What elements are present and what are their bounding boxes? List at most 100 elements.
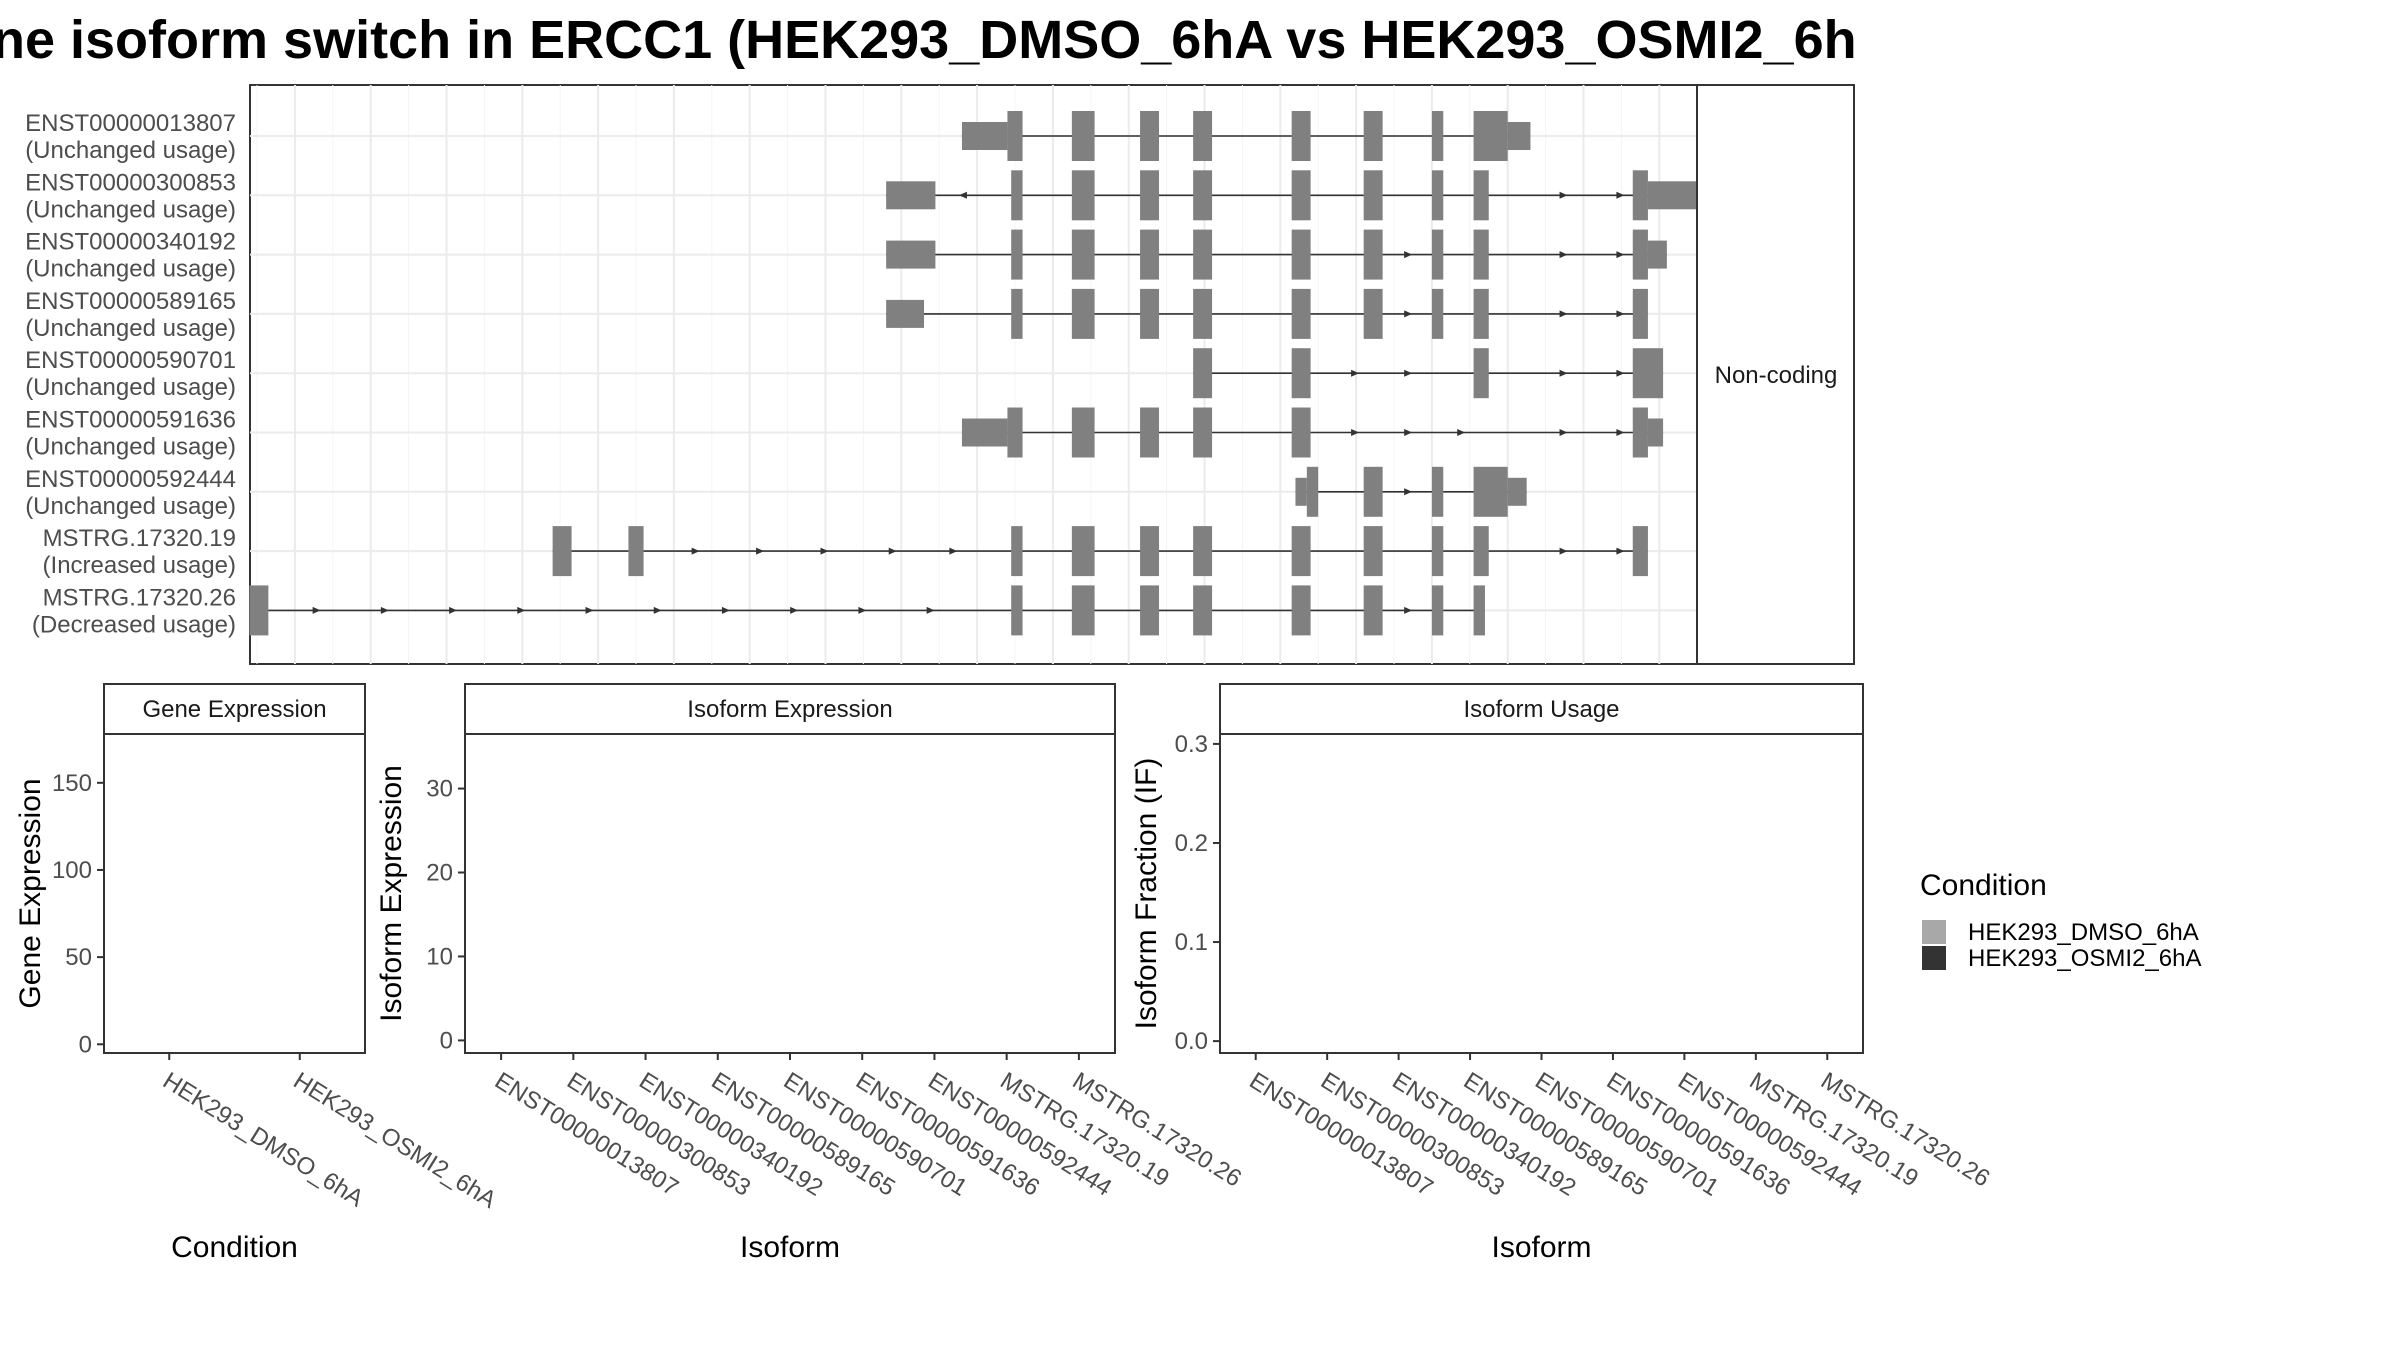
track-label-usage: (Unchanged usage) (25, 493, 236, 520)
coding-exon (1193, 526, 1213, 577)
track-label-usage: (Unchanged usage) (25, 196, 236, 223)
direction-arrow (926, 606, 935, 614)
coding-exon (1291, 407, 1311, 458)
track-label-id: ENST00000340192 (25, 229, 236, 256)
coding-exon (628, 526, 644, 577)
coding-exon (1291, 526, 1311, 577)
coding-exon (1193, 407, 1213, 458)
side-strip (1696, 84, 1855, 665)
coding-exon (1431, 288, 1444, 339)
direction-arrow (1559, 251, 1568, 259)
coding-exon (1291, 348, 1311, 399)
track-label-id: ENST00000013807 (25, 110, 236, 137)
coding-exon (1007, 407, 1023, 458)
coding-exon (1291, 229, 1311, 280)
coding-exon (1140, 170, 1160, 221)
transcript-track (552, 526, 1648, 577)
coding-exon (1473, 526, 1489, 577)
coding-exon (1632, 229, 1648, 280)
coding-exon (249, 585, 269, 636)
direction-arrow (1616, 310, 1625, 318)
y-tick-label: 30 (426, 776, 453, 803)
plot-frame (1219, 733, 1864, 1054)
track-label-id: ENST00000592444 (25, 466, 236, 493)
utr-exon (886, 181, 936, 210)
direction-arrow (1351, 429, 1360, 436)
track-label-usage: (Unchanged usage) (25, 315, 236, 342)
panel-strip (464, 683, 1116, 735)
direction-arrow (790, 606, 799, 614)
direction-arrow (1457, 429, 1466, 436)
coding-exon (1363, 170, 1383, 221)
direction-arrow (1616, 429, 1625, 436)
utr-exon (1647, 240, 1667, 269)
transcript-track (1193, 348, 1664, 399)
utr-exon (961, 418, 1008, 447)
direction-arrow (1404, 429, 1413, 436)
coding-exon (1071, 288, 1095, 339)
coding-exon (1363, 466, 1383, 517)
direction-arrow (1559, 429, 1568, 436)
coding-exon (1193, 348, 1213, 399)
coding-exon (1363, 526, 1383, 577)
y-tick-label: 50 (65, 944, 92, 971)
x-axis-ticks: ENST00000013807ENST00000300853ENST000003… (490, 1053, 1246, 1202)
y-axis-ticks: 0 50 100 150 (52, 770, 104, 1058)
direction-arrow (1616, 547, 1625, 555)
coding-exon (1632, 526, 1648, 577)
track-label-usage: (Unchanged usage) (25, 256, 236, 283)
direction-arrow (1351, 369, 1360, 377)
direction-arrow (380, 606, 389, 614)
direction-arrow (949, 547, 958, 555)
coding-exon (1071, 111, 1095, 161)
coding-exon (1473, 111, 1508, 161)
coding-exon (552, 526, 572, 577)
y-tick-label: 10 (426, 943, 453, 970)
panel-strip (103, 683, 366, 735)
coding-exon (1193, 288, 1213, 339)
coding-exon (1071, 585, 1095, 636)
direction-arrow (691, 547, 700, 555)
coding-exon (1431, 229, 1444, 280)
direction-arrow (1559, 191, 1568, 199)
y-axis-ticks: 0 10 20 30 (426, 776, 465, 1054)
transcript-track (886, 229, 1667, 280)
coding-exon (1431, 111, 1444, 161)
y-axis-title: Gene Expression (14, 778, 47, 1008)
coding-exon (1363, 288, 1383, 339)
direction-arrow (1559, 310, 1568, 318)
track-label-usage: (Increased usage) (43, 552, 236, 579)
coding-exon (1007, 111, 1023, 161)
direction-arrow (1616, 251, 1625, 259)
utr-exon (886, 299, 925, 328)
structure-track-labels: ENST00000013807(Unchanged usage)ENST0000… (25, 110, 236, 638)
direction-arrow (1616, 369, 1625, 377)
coding-exon (1011, 229, 1023, 280)
y-tick-label: 0 (79, 1031, 92, 1058)
direction-arrow (585, 606, 594, 614)
coding-exon (1306, 466, 1319, 517)
coding-exon (1473, 229, 1489, 280)
coding-exon (1431, 466, 1444, 517)
y-axis-title: Isoform Fraction (IF) (1130, 758, 1163, 1030)
coding-exon (1140, 585, 1160, 636)
coding-exon (1011, 585, 1023, 636)
y-tick-label: 0.0 (1175, 1028, 1208, 1055)
coding-exon (1473, 466, 1508, 517)
y-tick-label: 20 (426, 860, 453, 887)
direction-arrow (1404, 310, 1413, 318)
coding-exon (1291, 585, 1311, 636)
track-label-id: ENST00000590701 (25, 347, 236, 374)
track-label-id: MSTRG.17320.26 (43, 584, 236, 611)
track-label-id: ENST00000300853 (25, 169, 236, 196)
coding-exon (1291, 111, 1311, 161)
x-axis-title: Isoform (740, 1231, 840, 1264)
direction-arrow (1404, 369, 1413, 377)
y-tick-label: 0.1 (1175, 929, 1208, 956)
utr-exon (961, 122, 1008, 150)
figure-title: ne isoform switch in ERCC1 (HEK293_DMSO_… (0, 10, 1857, 70)
coding-exon (1193, 111, 1213, 161)
coding-exon (1291, 288, 1311, 339)
direction-arrow (449, 606, 458, 614)
